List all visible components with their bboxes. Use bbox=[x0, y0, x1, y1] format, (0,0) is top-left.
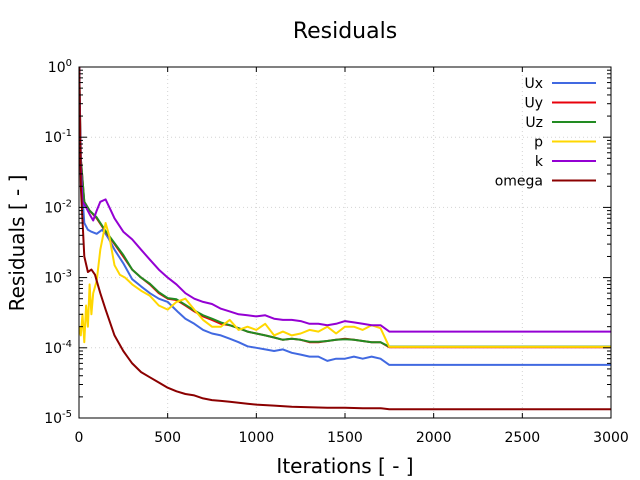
series-line-k bbox=[79, 67, 611, 333]
y-axis-label: Residuals [ - ] bbox=[5, 175, 29, 312]
legend-label: omega bbox=[495, 174, 543, 190]
legend-label: Ux bbox=[524, 76, 543, 92]
x-tick-label: 2500 bbox=[505, 430, 541, 446]
x-tick-label: 0 bbox=[75, 430, 84, 446]
x-tick-label: 1000 bbox=[239, 430, 275, 446]
series-line-Uz bbox=[79, 67, 611, 348]
y-tick-label: 10-1 bbox=[44, 128, 72, 146]
x-tick-labels: 0 500 1000 1500 2000 2500 3000 bbox=[75, 430, 629, 446]
y-tick-label: 10-3 bbox=[44, 269, 72, 287]
legend-label: p bbox=[534, 135, 543, 151]
legend-entry-Uz: Uz bbox=[525, 115, 596, 131]
legend-entry-omega: omega bbox=[495, 174, 596, 190]
x-tick-label: 2000 bbox=[416, 430, 452, 446]
x-tick-label: 3000 bbox=[593, 430, 629, 446]
x-tick-label: 1500 bbox=[327, 430, 363, 446]
legend: Ux Uy Uz pk omega bbox=[495, 76, 596, 190]
legend-entry-Uy: Uy bbox=[524, 96, 596, 112]
y-tick-label: 100 bbox=[48, 58, 72, 76]
legend-label: Uz bbox=[525, 115, 543, 131]
legend-label: Uy bbox=[524, 96, 543, 112]
legend-label: k bbox=[535, 154, 544, 170]
y-tick-labels: 100 10-1 10-2 10-3 10-4 10-5 bbox=[44, 58, 72, 427]
x-axis-label: Iterations [ - ] bbox=[276, 454, 413, 478]
x-tick-label: 500 bbox=[154, 430, 181, 446]
y-tick-label: 10-4 bbox=[44, 339, 72, 357]
series-line-Ux bbox=[79, 67, 611, 366]
series-line-omega bbox=[79, 67, 611, 411]
legend-entry-p: p bbox=[534, 135, 596, 151]
legend-entry-k: k bbox=[535, 154, 596, 170]
series-layer bbox=[79, 67, 611, 411]
y-tick-label: 10-5 bbox=[44, 409, 72, 427]
series-line-p bbox=[79, 222, 611, 348]
y-tick-label: 10-2 bbox=[44, 198, 72, 216]
chart-title: Residuals bbox=[293, 19, 397, 44]
legend-entry-Ux: Ux bbox=[524, 76, 596, 92]
axis-ticks bbox=[78, 66, 612, 419]
